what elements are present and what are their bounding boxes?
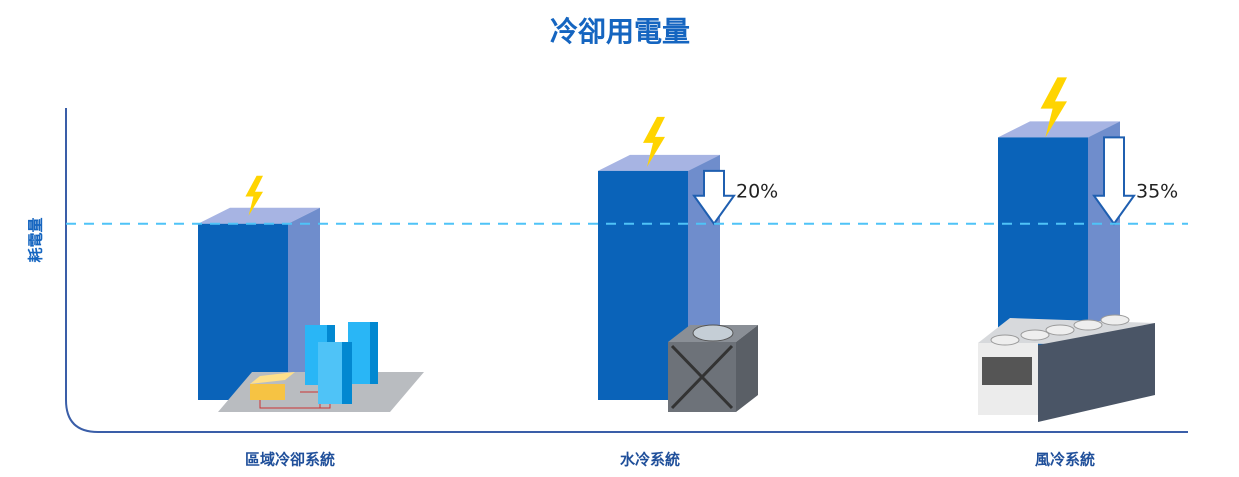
lightning — [1040, 77, 1067, 138]
x-tick-label: 風冷系統 — [1035, 451, 1095, 469]
reduction-arrow — [692, 169, 736, 226]
annotation: 35% — [1136, 181, 1178, 203]
water-cooling-icon — [668, 324, 758, 412]
bar-top — [198, 207, 320, 224]
x-tick-label: 水冷系統 — [620, 451, 680, 469]
bar-top — [998, 121, 1120, 138]
x-tick-label: 區域冷卻系統 — [245, 451, 335, 469]
axis — [65, 108, 1188, 433]
reduction-arrow — [1092, 136, 1136, 226]
chart-title: 冷卻用電量 — [550, 15, 690, 48]
bar — [198, 223, 288, 400]
y-axis-label: 耗電量 — [27, 217, 45, 262]
lightning — [643, 116, 665, 167]
air-cooling-icon — [978, 314, 1155, 422]
annotation: 20% — [736, 181, 778, 203]
bar-top — [598, 154, 720, 171]
lightning — [245, 175, 263, 216]
district-cooling-icon — [218, 322, 424, 412]
